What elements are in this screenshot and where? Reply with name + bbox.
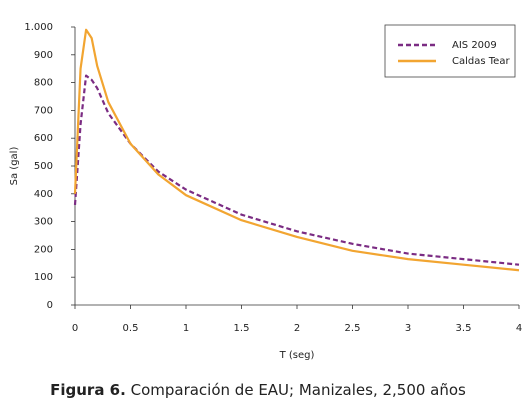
y-tick-label: 700	[34, 105, 53, 116]
legend-box	[384, 24, 516, 78]
x-tick-label: 0	[72, 323, 78, 334]
series-line	[73, 74, 520, 266]
y-tick-label: 900	[34, 50, 53, 61]
y-axis-label: Sa (gal)	[9, 147, 20, 186]
x-tick-label: 1	[183, 323, 189, 334]
x-tick-label: 1.5	[234, 323, 250, 334]
y-tick-label: 600	[34, 133, 53, 144]
y-tick-label: 500	[34, 161, 53, 172]
y-tick-label: 800	[34, 78, 53, 89]
y-tick-label: 400	[34, 189, 53, 200]
series-line	[73, 28, 520, 272]
legend-label: AIS 2009	[452, 40, 497, 51]
x-tick-label: 3	[405, 323, 411, 334]
y-tick-label: 100	[34, 272, 53, 283]
caption-text: Comparación de EAU; Manizales, 2,500 año…	[131, 381, 466, 399]
x-tick-label: 0.5	[123, 323, 139, 334]
caption-label: Figura 6.	[50, 381, 126, 399]
y-tick-label: 200	[34, 244, 53, 255]
y-tick-label: 1.000	[24, 22, 53, 33]
x-axis-label: T (seg)	[279, 350, 315, 361]
y-tick-label: 0	[47, 300, 53, 311]
caption: Figura 6. Comparación de EAU; Manizales,…	[50, 381, 466, 399]
x-tick-label: 3.5	[456, 323, 472, 334]
y-tick-label: 300	[34, 217, 53, 228]
x-tick-label: 2.5	[345, 323, 361, 334]
x-tick-label: 2	[294, 323, 300, 334]
x-tick-label: 4	[516, 323, 522, 334]
legend-label: Caldas Tear	[452, 56, 510, 67]
